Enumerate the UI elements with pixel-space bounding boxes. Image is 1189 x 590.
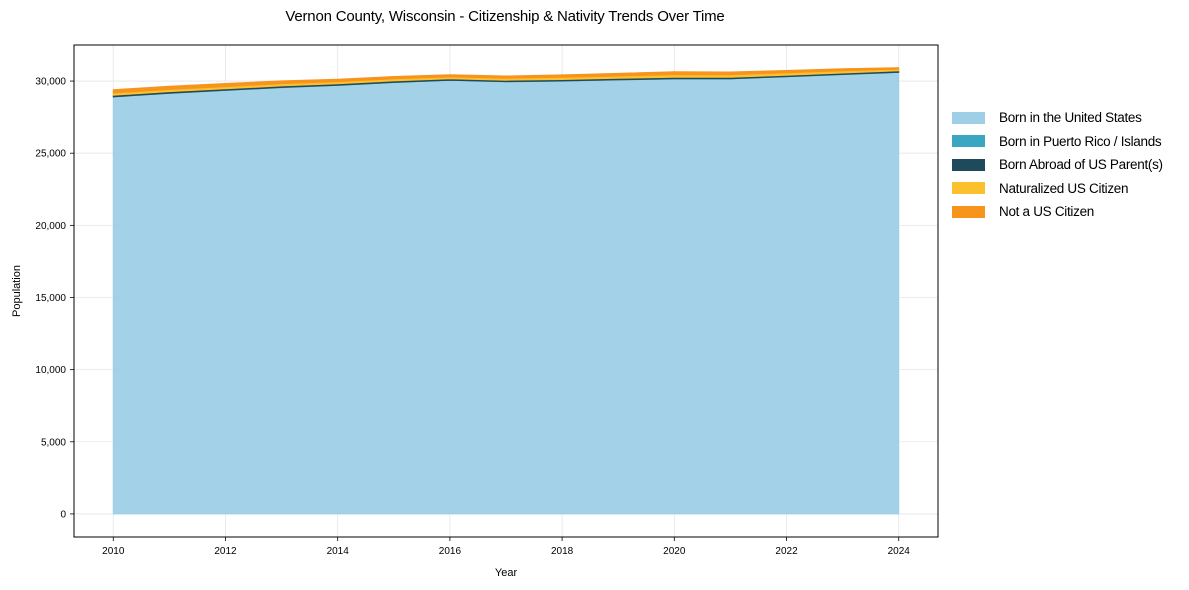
legend-swatch-puerto-rico: [952, 135, 985, 148]
chart-title: Vernon County, Wisconsin - Citizenship &…: [285, 8, 725, 25]
legend-item-born-abroad: Born Abroad of US Parent(s): [952, 153, 1163, 177]
x-tick-label: 2024: [888, 546, 911, 557]
x-tick-label: 2022: [775, 546, 798, 557]
legend-label: Naturalized US Citizen: [999, 180, 1129, 196]
legend-swatch-naturalized: [952, 182, 985, 195]
legend-swatch-not-citizen: [952, 205, 985, 218]
legend-label: Born in Puerto Rico / Islands: [999, 133, 1162, 149]
legend-item-not-citizen: Not a US Citizen: [952, 200, 1163, 224]
legend-item-puerto-rico: Born in Puerto Rico / Islands: [952, 130, 1163, 154]
x-axis-label: Year: [495, 567, 518, 579]
legend-item-us-born: Born in the United States: [952, 106, 1163, 130]
y-tick-label: 5,000: [41, 437, 66, 448]
legend-item-naturalized: Naturalized US Citizen: [952, 177, 1163, 201]
legend: Born in the United States Born in Puerto…: [952, 106, 1163, 224]
area-series-0: [112, 71, 900, 515]
legend-swatch-us-born: [952, 111, 985, 124]
y-tick-label: 0: [60, 509, 66, 520]
x-tick-label: 2018: [551, 546, 574, 557]
x-tick-label: 2016: [439, 546, 462, 557]
x-axis-ticks: 2010 2012 2014 2016 2018 2020 2022 2024: [102, 537, 910, 557]
y-tick-label: 25,000: [35, 149, 66, 160]
legend-swatch-born-abroad: [952, 158, 985, 171]
area-series-4: [112, 67, 900, 94]
plot-frame: [73, 44, 939, 538]
y-axis-label: Population: [11, 265, 23, 317]
y-tick-label: 30,000: [35, 77, 66, 88]
x-tick-label: 2012: [214, 546, 237, 557]
y-tick-label: 20,000: [35, 221, 66, 232]
legend-label: Not a US Citizen: [999, 204, 1094, 220]
x-tick-label: 2014: [327, 546, 350, 557]
y-axis-ticks: 0 5,000 10,000 15,000 20,000 25,000 30,000: [35, 77, 74, 520]
legend-label: Born in the United States: [999, 110, 1142, 126]
x-tick-label: 2020: [663, 546, 686, 557]
legend-label: Born Abroad of US Parent(s): [999, 157, 1163, 173]
y-tick-label: 15,000: [35, 293, 66, 304]
y-tick-label: 10,000: [35, 365, 66, 376]
x-tick-label: 2010: [102, 546, 125, 557]
stacked-areas: [112, 67, 900, 515]
